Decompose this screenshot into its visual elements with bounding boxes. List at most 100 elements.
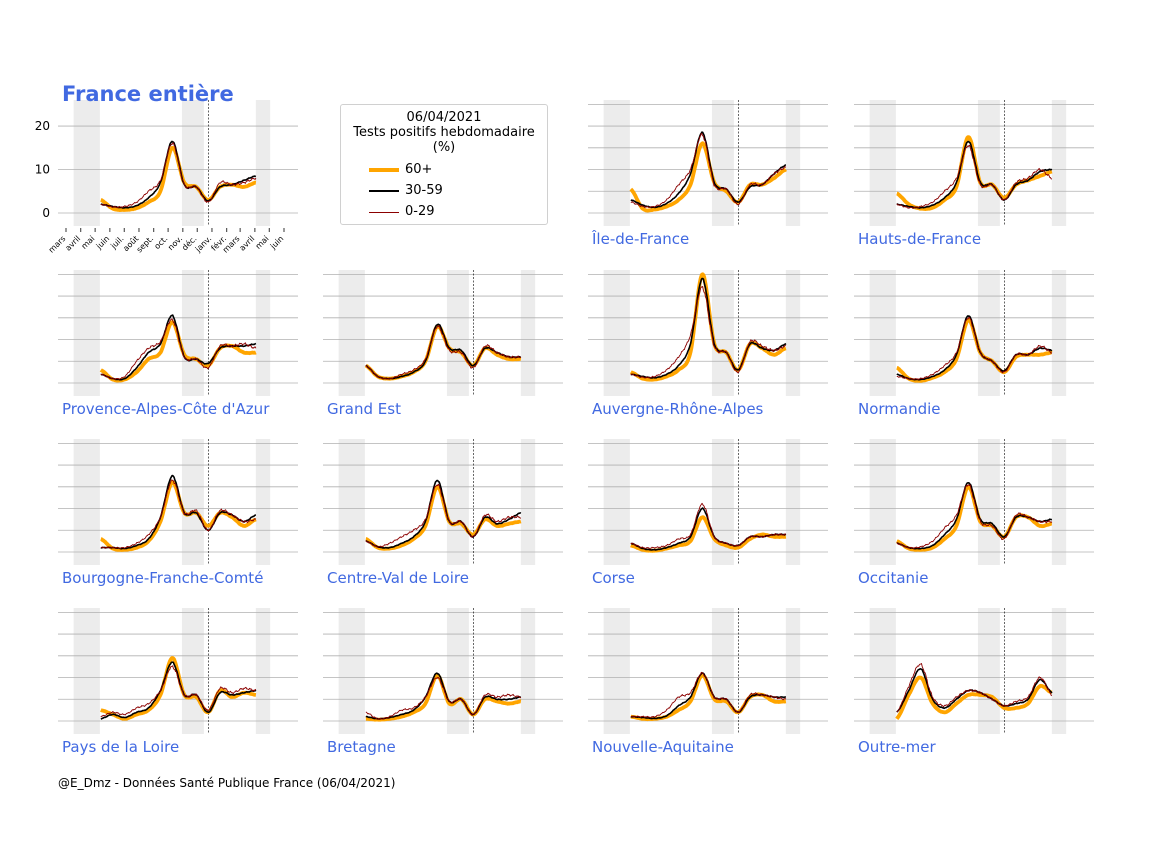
panel-4 bbox=[323, 270, 563, 396]
series-line-30-59 bbox=[365, 479, 522, 549]
series-line-60+ bbox=[629, 515, 788, 553]
shaded-period bbox=[785, 608, 801, 734]
shaded-period bbox=[181, 439, 204, 565]
shaded-period bbox=[785, 270, 801, 396]
chart-legend: 06/04/2021 Tests positifs hebdomadaire (… bbox=[340, 104, 548, 225]
panel-10 bbox=[854, 439, 1094, 565]
panel-9 bbox=[588, 439, 828, 565]
panel-14 bbox=[854, 608, 1094, 734]
x-tick-label: avril bbox=[238, 234, 257, 253]
series-line-0-29 bbox=[630, 286, 786, 379]
series-line-0-29 bbox=[896, 316, 1053, 381]
series-line-0-29 bbox=[365, 677, 522, 720]
series-line-0-29 bbox=[100, 479, 257, 549]
shaded-period bbox=[977, 608, 1000, 734]
series-line-0-29 bbox=[630, 502, 787, 549]
panel-title: Grand Est bbox=[327, 400, 401, 418]
shaded-period bbox=[603, 100, 630, 226]
panel-3 bbox=[58, 270, 298, 396]
shaded-period bbox=[446, 270, 469, 396]
shaded-period bbox=[181, 100, 204, 226]
panel-title: Pays de la Loire bbox=[62, 738, 180, 756]
panel-title: Centre-Val de Loire bbox=[327, 569, 469, 587]
shaded-period bbox=[603, 439, 630, 565]
series-line-60+ bbox=[364, 673, 523, 722]
series-line-30-59 bbox=[630, 277, 787, 379]
series-line-0-29 bbox=[630, 671, 787, 719]
shaded-period bbox=[977, 270, 1000, 396]
shaded-period bbox=[255, 439, 271, 565]
x-tick-label: juin bbox=[268, 234, 285, 251]
panel-1 bbox=[588, 100, 828, 226]
series-line-0-29 bbox=[630, 132, 787, 209]
panel-12 bbox=[323, 608, 563, 734]
shaded-period bbox=[520, 270, 536, 396]
legend-entry-60plus: 60+ bbox=[369, 162, 433, 178]
panel-5 bbox=[588, 270, 828, 396]
shaded-period bbox=[711, 608, 734, 734]
shaded-period bbox=[338, 439, 365, 565]
shaded-period bbox=[446, 439, 469, 565]
series-line-0-29 bbox=[365, 483, 522, 548]
shaded-period bbox=[1051, 270, 1067, 396]
legend-label: 0-29 bbox=[405, 204, 435, 219]
series-line-30-59 bbox=[365, 323, 522, 380]
panel-title: Outre-mer bbox=[858, 738, 936, 756]
series-line-30-59 bbox=[100, 474, 257, 550]
panel-title: Île-de-France bbox=[592, 230, 690, 248]
shaded-period bbox=[338, 608, 365, 734]
series-line-30-59 bbox=[100, 661, 257, 720]
panel-13 bbox=[588, 608, 828, 734]
panel-title: Bretagne bbox=[327, 738, 396, 756]
series-line-0-29 bbox=[896, 663, 1053, 713]
shaded-period bbox=[785, 439, 801, 565]
shaded-period bbox=[255, 270, 271, 396]
shaded-period bbox=[869, 270, 896, 396]
panel-11 bbox=[58, 608, 298, 734]
shaded-period bbox=[338, 270, 365, 396]
panel-title: Auvergne-Rhône-Alpes bbox=[592, 400, 764, 418]
shaded-period bbox=[446, 608, 469, 734]
shaded-period bbox=[255, 100, 271, 226]
panel-title: Corse bbox=[592, 569, 635, 587]
legend-swatch-30-59 bbox=[369, 190, 399, 192]
shaded-period bbox=[869, 100, 896, 226]
shaded-period bbox=[181, 608, 204, 734]
x-tick-label: mai bbox=[254, 234, 271, 251]
legend-entry-0-29: 0-29 bbox=[369, 204, 435, 220]
y-tick-label: 10 bbox=[35, 163, 50, 177]
legend-swatch-60plus bbox=[369, 168, 399, 172]
series-line-30-59 bbox=[100, 140, 257, 209]
shaded-period bbox=[73, 608, 100, 734]
x-tick-label: oct. bbox=[153, 234, 170, 251]
legend-label: 60+ bbox=[405, 162, 433, 177]
series-line-0-29 bbox=[365, 325, 522, 380]
series-line-60+ bbox=[629, 272, 788, 382]
series-line-30-59 bbox=[365, 672, 522, 720]
shaded-period bbox=[603, 270, 630, 396]
x-tick-label: juin bbox=[94, 234, 111, 251]
shaded-period bbox=[520, 608, 536, 734]
series-line-30-59 bbox=[630, 131, 786, 209]
series-line-30-59 bbox=[896, 140, 1053, 209]
shaded-period bbox=[711, 100, 734, 226]
panel-title: Nouvelle-Aquitaine bbox=[592, 738, 734, 756]
legend-label: 30-59 bbox=[405, 183, 443, 198]
series-line-0-29 bbox=[100, 318, 257, 380]
series-line-60+ bbox=[895, 675, 1054, 720]
x-tick-label: mai bbox=[80, 234, 97, 251]
shaded-period bbox=[711, 439, 734, 565]
shaded-period bbox=[869, 439, 896, 565]
legend-date: 06/04/2021 bbox=[406, 110, 482, 125]
legend-swatch-0-29 bbox=[369, 212, 399, 213]
panel-0: 01020marsavrilmaijuinjuil.aoûtsept.oct.n… bbox=[35, 100, 298, 255]
legend-title: Tests positifs hebdomadaire bbox=[353, 125, 535, 140]
panel-6 bbox=[854, 270, 1094, 396]
y-tick-label: 0 bbox=[42, 206, 50, 220]
shaded-period bbox=[73, 270, 100, 396]
shaded-period bbox=[977, 439, 1000, 565]
shaded-period bbox=[603, 608, 630, 734]
series-line-0-29 bbox=[100, 665, 257, 718]
shaded-period bbox=[711, 270, 734, 396]
shaded-period bbox=[1051, 439, 1067, 565]
